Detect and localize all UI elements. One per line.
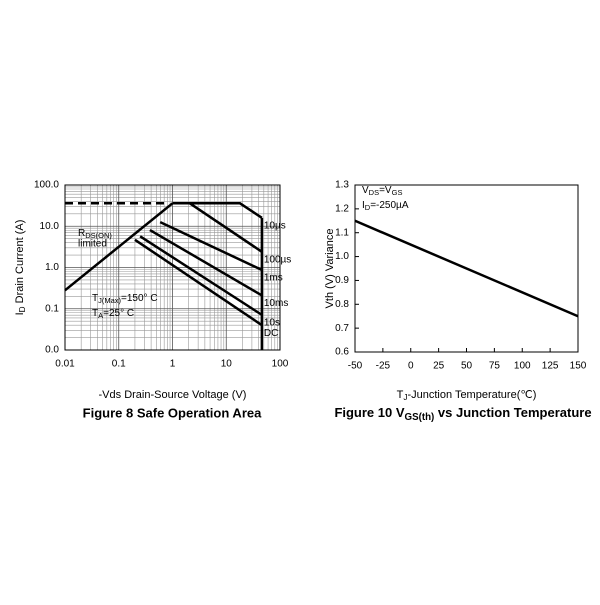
annotation-part: R [78, 228, 85, 239]
x-tick-label: 100 [514, 361, 531, 372]
x-tick-label: 150 [570, 361, 587, 372]
series-line [354, 219, 579, 318]
x-axis-label: -Vds Drain-Source Voltage (V) [99, 389, 247, 401]
y-axis-label-part: I [14, 312, 26, 315]
x-tick-label: -25 [376, 361, 391, 372]
annotation: TA=25° C [92, 308, 134, 320]
y-tick-label: 0.8 [335, 299, 349, 310]
annotation-part: =V [379, 185, 392, 196]
x-axis-label-part: T [397, 389, 404, 401]
annotation-part: J(Max) [98, 296, 121, 305]
y-tick-label: 1.3 [335, 180, 349, 191]
y-tick-label: 0.7 [335, 323, 349, 334]
series-label: 10s [264, 318, 280, 329]
y-tick-label: 1.0 [335, 251, 349, 262]
plot-frame [354, 184, 579, 353]
y-tick-label: 0.0 [45, 345, 59, 356]
y-axis-label-part: D [18, 306, 27, 312]
series-label: 100µs [264, 254, 291, 265]
series-line [172, 202, 263, 219]
caption-part: GS(th) [405, 412, 435, 423]
x-tick-label: 50 [461, 361, 473, 372]
series-line [149, 228, 263, 297]
series-label: 1ms [264, 273, 283, 284]
annotation-part: DS(ON) [85, 231, 112, 240]
annotation-part: I [362, 200, 365, 211]
y-tick-label: 0.6 [335, 347, 349, 358]
x-tick-label: 0 [408, 361, 414, 372]
x-tick-label: 100 [272, 359, 289, 370]
x-tick-label: 1 [170, 359, 176, 370]
y-axis-label-part: Drain Current (A) [14, 220, 26, 307]
annotation-part: A [98, 311, 103, 320]
x-axis-label-part: -Junction Temperature(℃) [407, 389, 536, 401]
annotation-part: =25° C [103, 308, 134, 319]
annotation-part: T [92, 293, 98, 304]
annotation: TJ(Max)=150° C [92, 293, 158, 305]
series-line [189, 202, 263, 253]
caption-part: Figure 10 V [334, 405, 404, 420]
series-label: DC [264, 328, 278, 339]
x-tick-label: 25 [433, 361, 445, 372]
annotation-part: =150° C [121, 293, 158, 304]
annotation: VDS=VGS [362, 185, 402, 197]
caption-part: vs Junction Temperature [434, 405, 591, 420]
y-axis-label: Vth (V) Variance [324, 229, 336, 309]
series-line [64, 202, 174, 292]
x-tick-label: 75 [489, 361, 501, 372]
series-line [139, 235, 263, 316]
x-tick-label: 125 [542, 361, 559, 372]
x-tick-label: 10 [221, 359, 233, 370]
series-label: 10ms [264, 298, 288, 309]
y-tick-label: 100.0 [34, 180, 59, 191]
y-tick-label: 10.0 [40, 221, 60, 232]
x-tick-label: 0.01 [55, 359, 75, 370]
annotation: ID=-250µA [362, 200, 409, 212]
annotation-part: V [362, 185, 369, 196]
plot-frame [64, 184, 281, 351]
series-line [159, 220, 263, 272]
annotation: limited [78, 239, 107, 250]
annotation-part: DS [369, 188, 379, 197]
x-tick-label: -50 [348, 361, 363, 372]
y-tick-label: 1.1 [335, 227, 349, 238]
y-tick-label: 1.0 [45, 262, 59, 273]
x-tick-label: 0.1 [112, 359, 126, 370]
series-label: 10µs [264, 220, 286, 231]
x-axis-label-part: J [403, 393, 407, 402]
annotation-part: =-250µA [370, 200, 409, 211]
caption: Figure 8 Safe Operation Area [83, 405, 262, 420]
y-tick-label: 1.2 [335, 203, 349, 214]
y-tick-label: 0.9 [335, 275, 349, 286]
series-line [134, 238, 263, 327]
annotation: RDS(ON) [78, 228, 112, 240]
annotation-part: GS [392, 188, 403, 197]
y-axis-label: ID Drain Current (A) [14, 220, 27, 316]
annotation-part: D [365, 203, 371, 212]
caption: Figure 10 VGS(th) vs Junction Temperatur… [334, 405, 591, 422]
y-tick-label: 0.1 [45, 303, 59, 314]
annotation-part: T [92, 308, 98, 319]
x-axis-label: TJ-Junction Temperature(℃) [397, 389, 537, 402]
